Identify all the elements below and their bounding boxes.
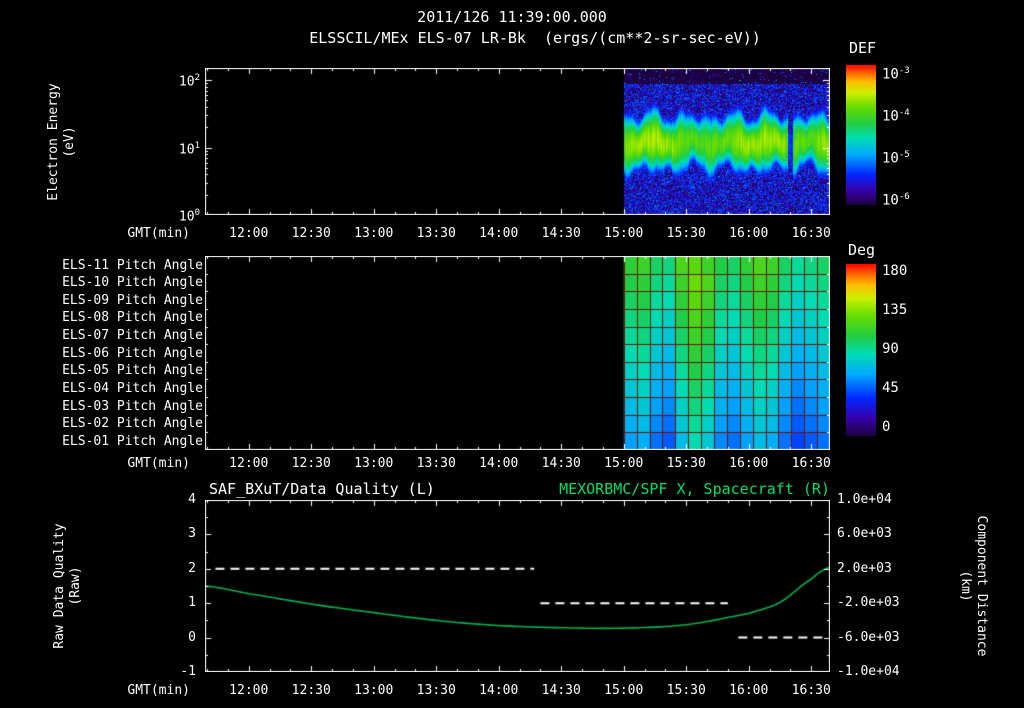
x-tick-label: 12:30 — [291, 456, 331, 471]
pitch-row-label: ELS-05 Pitch Angle — [62, 363, 203, 379]
x-tick-label: 13:30 — [416, 226, 456, 241]
def-colorbar — [846, 65, 876, 205]
left-ytick-label: 0 — [188, 629, 196, 645]
pitch-row-label: ELS-04 Pitch Angle — [62, 380, 203, 396]
x-tick-label: 12:00 — [229, 683, 269, 698]
right-ytick-label: -6.0e+03 — [837, 629, 900, 645]
deg-colorbar-tick-label: 180 — [882, 263, 908, 279]
x-tick-label: 16:30 — [791, 226, 831, 241]
deg-colorbar-tick-label: 135 — [882, 302, 908, 318]
left-ytick-label: 3 — [188, 526, 196, 542]
pitch-row-label: ELS-07 Pitch Angle — [62, 328, 203, 344]
gmt-label-panel2: GMT(min) — [127, 456, 190, 471]
x-tick-label: 13:30 — [416, 683, 456, 698]
x-tick-label: 16:00 — [729, 683, 769, 698]
x-tick-label: 13:00 — [354, 456, 394, 471]
def-colorbar-tick-label: 10-5 — [882, 150, 910, 167]
spectrogram-ylabel-line2: (eV) — [62, 126, 77, 158]
x-tick-label: 14:30 — [541, 226, 581, 241]
pitch-row-label: ELS-08 Pitch Angle — [62, 310, 203, 326]
left-ytick-label: -1 — [180, 664, 196, 679]
spec-ytick-label: 100 — [178, 208, 200, 225]
x-tick-label: 16:00 — [729, 226, 769, 241]
def-colorbar-tick-label: 10-4 — [882, 108, 910, 125]
spacecraft-series-title: MEXORBMC/SPF X, Spacecraft (R) — [559, 480, 830, 498]
right-ytick-label: 2.0e+03 — [837, 560, 892, 576]
spec-ytick-label: 101 — [178, 140, 200, 157]
x-tick-label: 14:00 — [479, 456, 519, 471]
quality-series-title: SAF_BXuT/Data Quality (L) — [209, 480, 435, 498]
pitch-angle-canvas — [205, 256, 830, 450]
x-tick-label: 14:30 — [541, 456, 581, 471]
pitch-row-label: ELS-06 Pitch Angle — [62, 345, 203, 361]
x-tick-label: 15:30 — [666, 456, 706, 471]
x-tick-label: 12:00 — [229, 456, 269, 471]
x-tick-label: 15:00 — [604, 456, 644, 471]
x-tick-label: 16:30 — [791, 456, 831, 471]
def-colorbar-tick-label: 10-6 — [882, 192, 910, 209]
pitch-row-label: ELS-01 Pitch Angle — [62, 433, 203, 449]
gmt-label-panel3: GMT(min) — [127, 683, 190, 698]
x-tick-label: 15:00 — [604, 226, 644, 241]
distance-ylabel-line1: Component Distance — [974, 515, 989, 657]
right-ytick-label: 6.0e+03 — [837, 526, 892, 542]
x-tick-label: 14:00 — [479, 683, 519, 698]
x-tick-label: 14:00 — [479, 226, 519, 241]
x-tick-label: 16:30 — [791, 683, 831, 698]
x-tick-label: 13:00 — [354, 226, 394, 241]
def-colorbar-tick-label: 10-3 — [882, 66, 910, 83]
x-tick-label: 13:30 — [416, 456, 456, 471]
x-tick-label: 15:30 — [666, 226, 706, 241]
pitch-row-label: ELS-10 Pitch Angle — [62, 275, 203, 291]
spectrogram-ylabel-line1: Electron Energy — [46, 83, 61, 201]
spec-ytick-label: 102 — [178, 73, 200, 90]
left-ytick-label: 2 — [188, 560, 196, 576]
page-title-datetime: 2011/126 11:39:00.000 — [417, 8, 607, 26]
electron-spectrogram-canvas — [205, 68, 830, 215]
pitch-row-label: ELS-11 Pitch Angle — [62, 257, 203, 273]
deg-colorbar — [846, 264, 876, 436]
pitch-row-label: ELS-03 Pitch Angle — [62, 398, 203, 414]
def-colorbar-title: DEF — [849, 39, 877, 57]
x-tick-label: 12:30 — [291, 683, 331, 698]
pitch-row-label: ELS-09 Pitch Angle — [62, 292, 203, 308]
line-chart-canvas — [205, 500, 830, 672]
x-tick-label: 15:30 — [666, 683, 706, 698]
right-ytick-label: 1.0e+04 — [837, 492, 892, 507]
deg-colorbar-tick-label: 45 — [882, 380, 899, 396]
deg-colorbar-tick-label: 90 — [882, 341, 899, 357]
pitch-row-label: ELS-02 Pitch Angle — [62, 416, 203, 432]
right-ytick-label: -2.0e+03 — [837, 595, 900, 611]
x-tick-label: 16:00 — [729, 456, 769, 471]
quality-ylabel-line2: (Raw) — [68, 566, 83, 606]
x-tick-label: 15:00 — [604, 683, 644, 698]
left-ytick-label: 1 — [188, 595, 196, 611]
deg-colorbar-title: Deg — [848, 241, 876, 259]
distance-ylabel-line2: (km) — [958, 570, 973, 602]
x-tick-label: 13:00 — [354, 683, 394, 698]
x-tick-label: 14:30 — [541, 683, 581, 698]
right-ytick-label: -1.0e+04 — [837, 664, 900, 679]
gmt-label-panel1: GMT(min) — [127, 226, 190, 241]
quality-ylabel-line1: Raw Data Quality — [52, 523, 67, 649]
x-tick-label: 12:00 — [229, 226, 269, 241]
left-ytick-label: 4 — [188, 492, 196, 507]
deg-colorbar-tick-label: 0 — [882, 419, 891, 435]
page-title-instrument: ELSSCIL/MEx ELS-07 LR-Bk (ergs/(cm**2-sr… — [309, 29, 761, 47]
x-tick-label: 12:30 — [291, 226, 331, 241]
